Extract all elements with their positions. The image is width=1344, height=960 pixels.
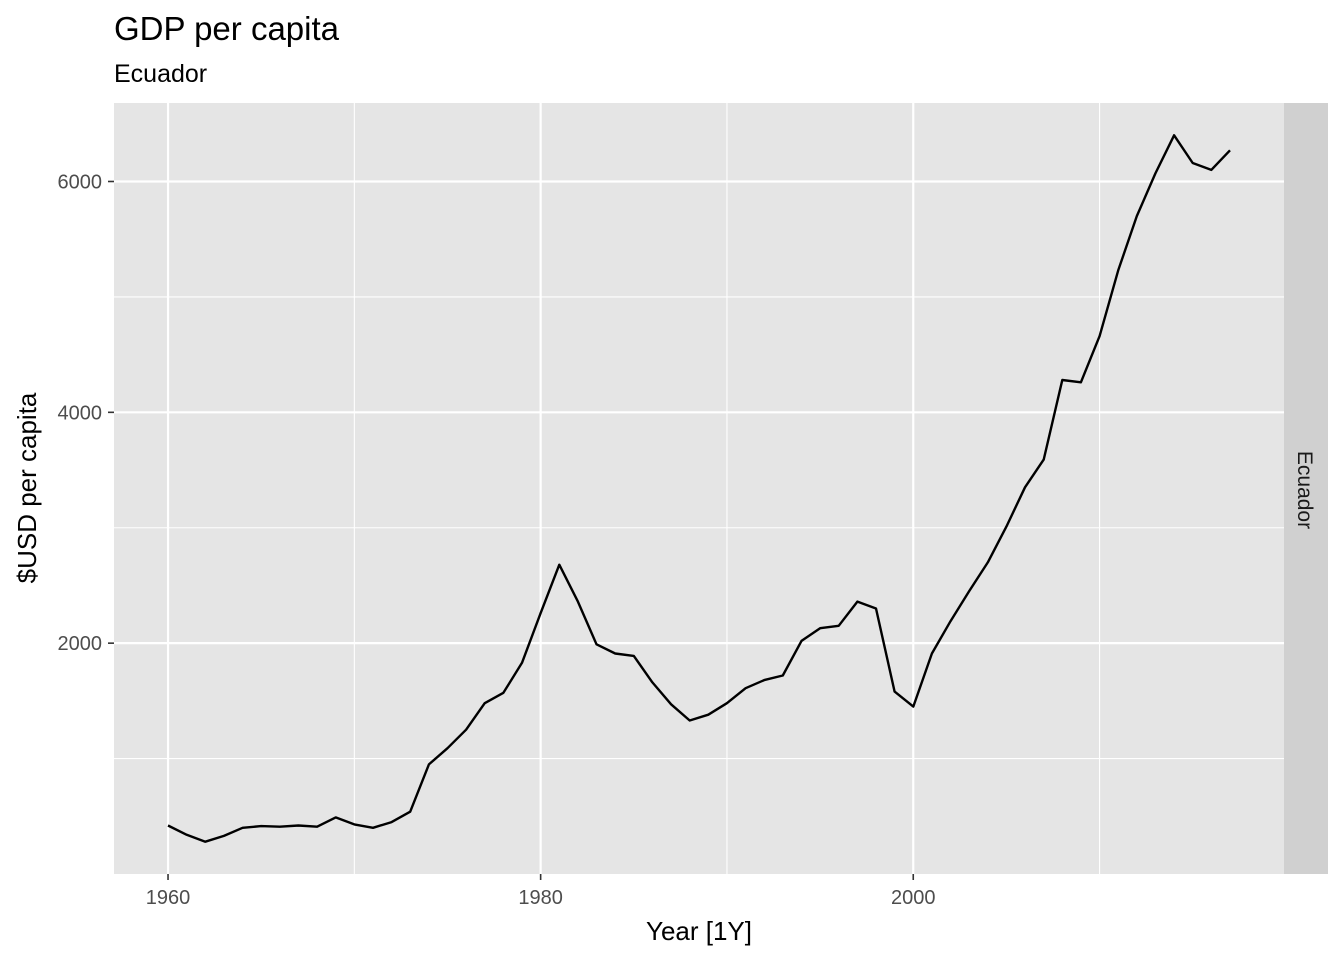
major-gridlines xyxy=(114,103,1284,874)
gdp-line xyxy=(167,134,1231,843)
y-tick-label: 2000 xyxy=(58,633,103,655)
chart-title: GDP per capita xyxy=(114,10,340,47)
facet-strip-label: Ecuador xyxy=(1293,451,1316,529)
minor-gridlines xyxy=(114,103,1284,874)
y-tick-label: 4000 xyxy=(58,402,103,424)
x-axis: 1960 1980 2000 xyxy=(146,874,936,909)
facet-strip xyxy=(1284,103,1328,874)
x-tick-label: 1960 xyxy=(146,887,191,909)
x-tick-label: 2000 xyxy=(891,887,936,909)
x-axis-title: Year [1Y] xyxy=(646,916,752,946)
chart-subtitle: Ecuador xyxy=(114,60,207,88)
plot-panel xyxy=(114,103,1284,874)
x-tick-label: 1980 xyxy=(518,887,563,909)
y-tick-label: 6000 xyxy=(58,171,103,193)
y-axis-title: $USD per capita xyxy=(12,392,42,583)
y-axis: 2000 4000 6000 xyxy=(58,171,114,655)
